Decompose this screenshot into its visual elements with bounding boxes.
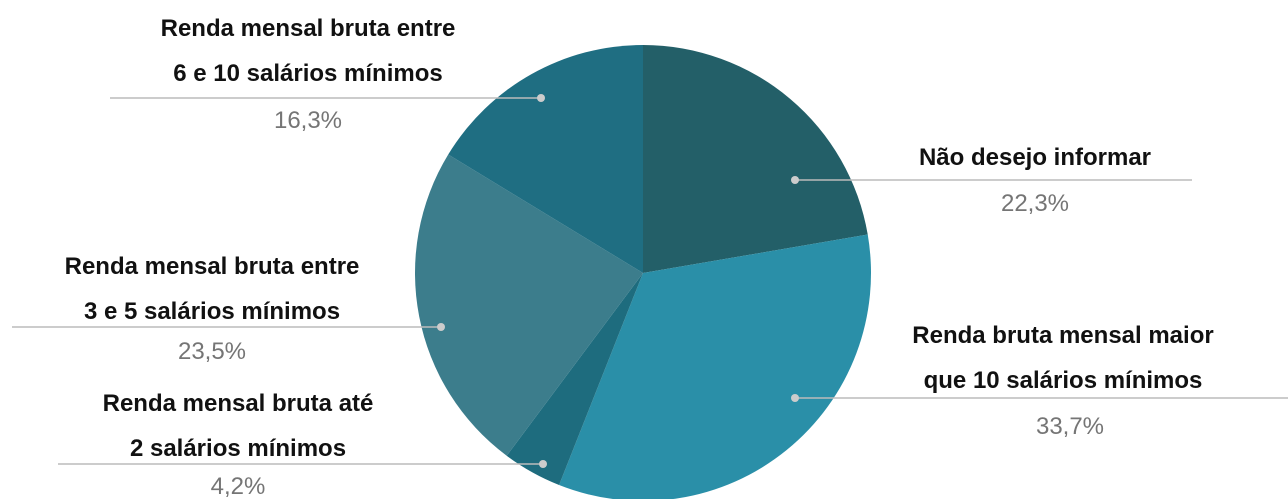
value-label: 4,2% bbox=[210, 473, 266, 499]
slice-label: Renda mensal bruta entre 3 e 5 salários … bbox=[64, 253, 360, 325]
pie-slice bbox=[448, 45, 643, 273]
slice-label: Renda mensal bruta entre 6 e 10 salários… bbox=[160, 15, 456, 87]
pie-slice bbox=[643, 45, 868, 273]
slice-label: Renda bruta mensal maior que 10 salários… bbox=[912, 322, 1214, 394]
pie-slice bbox=[415, 154, 643, 456]
slice-label: Não desejo informar bbox=[918, 144, 1152, 171]
slice-label: Renda mensal bruta até 2 salários mínimo… bbox=[102, 390, 374, 462]
leader-dot bbox=[791, 394, 799, 402]
value-label: 33,7% bbox=[1035, 413, 1105, 440]
value-label: 23,5% bbox=[177, 338, 247, 365]
leader-dot bbox=[437, 323, 445, 331]
pie-slice bbox=[506, 273, 643, 485]
leader-dot bbox=[791, 176, 799, 184]
leader-dot bbox=[537, 94, 545, 102]
pie-slice bbox=[559, 234, 871, 499]
leader-dot bbox=[539, 460, 547, 468]
value-label: 16,3% bbox=[273, 107, 343, 134]
value-label: 22,3% bbox=[1000, 190, 1070, 217]
